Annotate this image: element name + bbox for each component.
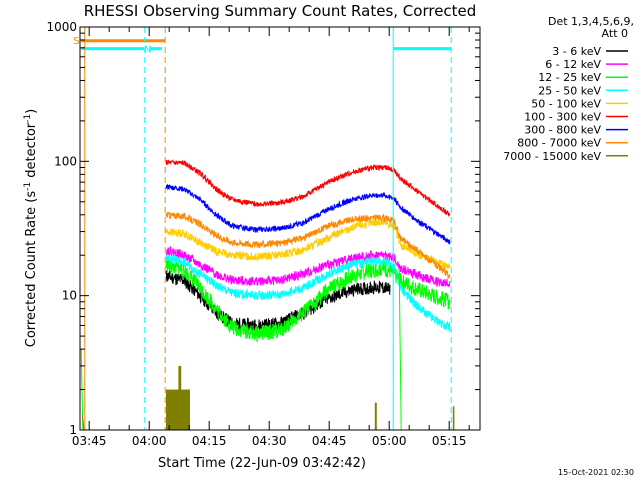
series-line-2	[165, 258, 451, 343]
timestamp: 15-Oct-2021 02:30	[558, 468, 634, 477]
series-line-5	[165, 159, 451, 218]
x-tick-label-0: 03:45	[72, 434, 107, 448]
series-line-3	[165, 253, 451, 332]
y-tick-label-1: 10	[62, 289, 77, 303]
flag-1: N	[144, 45, 151, 56]
legend-label-2: 12 - 25 keV	[538, 71, 601, 84]
series-line-1	[165, 246, 451, 288]
attenuator-bar-1	[178, 365, 182, 430]
legend-label-8: 7000 - 15000 keV	[503, 150, 601, 163]
axes: 1 10 100 1000 03:45 04:00 04:15 04:30 04:45 05:00…	[46, 20, 481, 448]
legend-header-detectors: Det 1,3,4,5,6,9,	[548, 15, 634, 28]
y-tick-label-0: 1	[69, 423, 77, 437]
x-tick-label-4: 04:45	[312, 434, 347, 448]
flag-0: S	[73, 36, 79, 47]
y-axis-label-sup2: -1	[23, 114, 33, 123]
y-axis-label-part1: Corrected Count Rate (s	[24, 191, 39, 348]
y-axis-label: Corrected Count Rate (s-1 detector-1)	[23, 109, 39, 347]
legend-label-3: 25 - 50 keV	[538, 84, 601, 97]
low-trace-1	[81, 414, 85, 431]
x-axis-label: Start Time (22-Jun-09 03:42:42)	[158, 456, 366, 471]
legend-label-4: 50 - 100 keV	[531, 97, 601, 110]
y-axis-label-sup1: -1	[23, 182, 33, 191]
x-tick-label-5: 05:00	[372, 434, 407, 448]
x-tick-label-3: 04:30	[252, 434, 287, 448]
series-line-7	[165, 211, 451, 279]
attenuator-bar-3	[452, 406, 455, 430]
y-axis-label-part2: detector	[24, 122, 39, 182]
legend-header-attenuator: Att 0	[602, 27, 628, 40]
y-tick-label-2: 100	[54, 154, 77, 168]
attenuator-bar-2	[374, 402, 377, 430]
y-tick-label-3: 1000	[46, 20, 77, 34]
attenuator-bar-0	[166, 389, 190, 430]
legend-label-5: 100 - 300 keV	[524, 111, 601, 124]
chart-title: RHESSI Observing Summary Count Rates, Co…	[84, 2, 477, 20]
legend-label-0: 3 - 6 keV	[552, 45, 601, 58]
plot-area: SN	[73, 27, 455, 431]
y-axis-label-part3: )	[24, 109, 39, 114]
x-tick-label-1: 04:00	[132, 434, 167, 448]
series-line-6	[165, 184, 451, 245]
x-tick-label-6: 05:15	[432, 434, 467, 448]
legend-label-7: 800 - 7000 keV	[517, 137, 601, 150]
series-line-4	[165, 218, 451, 269]
legend-label-6: 300 - 800 keV	[524, 124, 601, 137]
x-tick-label-2: 04:15	[192, 434, 227, 448]
low-trace-2	[398, 268, 402, 431]
legend-label-1: 6 - 12 keV	[545, 58, 601, 71]
plot-frame	[79, 26, 481, 431]
